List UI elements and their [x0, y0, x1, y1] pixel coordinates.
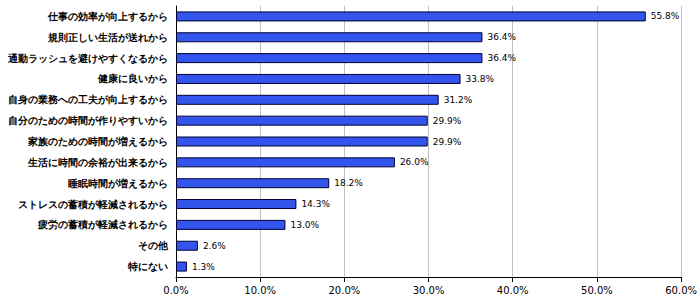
svg-text:通勤ラッシュを避けやすくなるから: 通勤ラッシュを避けやすくなるから [7, 53, 168, 65]
svg-text:2.6%: 2.6% [203, 241, 226, 251]
svg-text:自身の業務への工夫が向上するから: 自身の業務への工夫が向上するから [8, 94, 168, 106]
svg-text:生活に時間の余裕が出来るから: 生活に時間の余裕が出来るから [27, 157, 168, 168]
svg-text:31.2%: 31.2% [444, 95, 473, 105]
svg-text:55.8%: 55.8% [651, 11, 680, 21]
svg-text:特にない: 特にない [127, 261, 168, 273]
svg-text:26.0%: 26.0% [400, 157, 429, 167]
svg-text:自分のための時間が作りやすいから: 自分のための時間が作りやすいから [8, 115, 168, 127]
svg-text:36.4%: 36.4% [487, 53, 516, 63]
svg-text:10.0%: 10.0% [244, 285, 276, 296]
svg-text:29.9%: 29.9% [433, 116, 462, 126]
svg-text:健康に良いから: 健康に良いから [97, 73, 168, 84]
svg-text:睡眠時間が増えるから: 睡眠時間が増えるから [68, 178, 168, 189]
svg-text:0.0%: 0.0% [163, 285, 188, 296]
svg-text:29.9%: 29.9% [433, 137, 462, 147]
svg-text:ストレスの蓄積が軽減されるから: ストレスの蓄積が軽減されるから [18, 199, 168, 210]
svg-text:60.0%: 60.0% [665, 285, 697, 296]
svg-text:36.4%: 36.4% [487, 32, 516, 42]
svg-text:その他: その他 [138, 240, 169, 251]
svg-text:20.0%: 20.0% [328, 285, 360, 296]
svg-text:仕事の効率が向上するから: 仕事の効率が向上するから [47, 11, 168, 23]
svg-text:30.0%: 30.0% [413, 285, 445, 296]
svg-text:疲労の蓄積が軽減されるから: 疲労の蓄積が軽減されるから [37, 219, 168, 230]
svg-text:13.0%: 13.0% [290, 220, 319, 230]
svg-text:14.3%: 14.3% [301, 199, 330, 209]
svg-text:50.0%: 50.0% [581, 285, 613, 296]
svg-text:規則正しい生活が送れから: 規則正しい生活が送れから [47, 32, 168, 43]
svg-text:33.8%: 33.8% [466, 74, 495, 84]
svg-text:18.2%: 18.2% [334, 178, 363, 188]
svg-text:40.0%: 40.0% [497, 285, 529, 296]
svg-text:1.3%: 1.3% [192, 262, 215, 272]
svg-text:家族のための時間が増えるから: 家族のための時間が増えるから [27, 136, 168, 147]
